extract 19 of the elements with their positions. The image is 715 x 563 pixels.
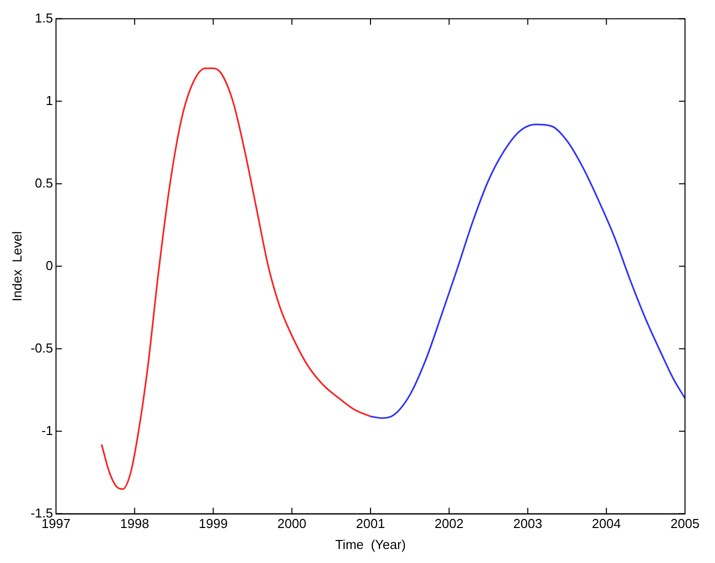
- x-tick-label: 2000: [277, 516, 306, 532]
- x-tick-label: 1999: [198, 516, 228, 532]
- y-tick-label: 1.5: [34, 10, 53, 26]
- line-series: [100, 68, 372, 490]
- x-tick-label: 2004: [592, 516, 621, 532]
- x-tick-label: 2001: [356, 516, 385, 532]
- x-axis-title: Time (Year): [335, 536, 406, 552]
- y-tick-label: 1: [46, 92, 53, 108]
- line-series: [370, 124, 685, 419]
- x-tick-label: 2005: [670, 516, 700, 532]
- x-tick-label: 1998: [120, 516, 150, 532]
- y-axis-title: Index Level: [9, 231, 24, 302]
- y-tick-label: 0.5: [34, 175, 53, 190]
- y-tick-label: -0.5: [30, 340, 53, 356]
- x-tick-label: 2002: [434, 516, 464, 532]
- y-tick-label: -1: [41, 422, 53, 438]
- y-tick-label: -1.5: [30, 505, 53, 520]
- x-tick-label: 2003: [513, 516, 542, 532]
- y-tick-label: 0: [46, 258, 53, 273]
